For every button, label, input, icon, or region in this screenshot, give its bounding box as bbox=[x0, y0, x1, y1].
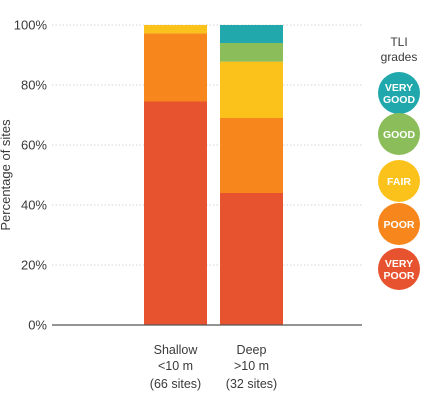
legend-badge bbox=[378, 160, 420, 202]
legend-badge-label: FAIR bbox=[387, 176, 411, 188]
category-label: Shallow bbox=[154, 343, 199, 357]
y-tick-label: 20% bbox=[21, 258, 47, 273]
bar-segment bbox=[220, 25, 283, 43]
legend-badge-label: GOOD bbox=[383, 94, 416, 106]
legend-badge bbox=[378, 113, 420, 155]
legend-badge-label: VERY bbox=[385, 258, 413, 270]
y-tick-label: 100% bbox=[14, 18, 48, 33]
legend-badge-label: VERY bbox=[385, 82, 413, 94]
y-tick-label: 80% bbox=[21, 78, 47, 93]
legend-badge-label: GOOD bbox=[383, 129, 416, 141]
legend-badge-label: POOR bbox=[384, 219, 415, 231]
y-tick-labels: 0% 20% 40% 60% 80% 100% bbox=[14, 18, 48, 333]
category-site-count: (66 sites) bbox=[150, 377, 201, 391]
bar-segment bbox=[220, 118, 283, 193]
y-tick-label: 60% bbox=[21, 138, 47, 153]
bar-segment bbox=[144, 101, 207, 325]
bar-segment bbox=[220, 193, 283, 325]
category-site-count: (32 sites) bbox=[226, 377, 277, 391]
category-label: >10 m bbox=[234, 359, 269, 373]
category-label: Deep bbox=[237, 343, 267, 357]
bar-segment bbox=[220, 61, 283, 118]
legend-title: grades bbox=[381, 50, 418, 64]
legend-badge bbox=[378, 203, 420, 245]
bar-segment bbox=[220, 43, 283, 62]
x-category-labels: Shallow <10 m (66 sites) Deep >10 m (32 sites… bbox=[150, 343, 277, 391]
category-label: <10 m bbox=[158, 359, 193, 373]
bar-segment bbox=[144, 25, 207, 34]
bar-segment bbox=[144, 33, 207, 102]
legend-badge bbox=[378, 72, 420, 114]
legend-badge-label: POOR bbox=[384, 270, 415, 282]
y-tick-label: 40% bbox=[21, 198, 47, 213]
stacked-bars bbox=[144, 25, 283, 325]
y-axis-title: Percentage of sites bbox=[0, 119, 13, 231]
legend-title: TLI bbox=[390, 35, 407, 49]
legend-badge bbox=[378, 248, 420, 290]
y-tick-label: 0% bbox=[28, 318, 47, 333]
